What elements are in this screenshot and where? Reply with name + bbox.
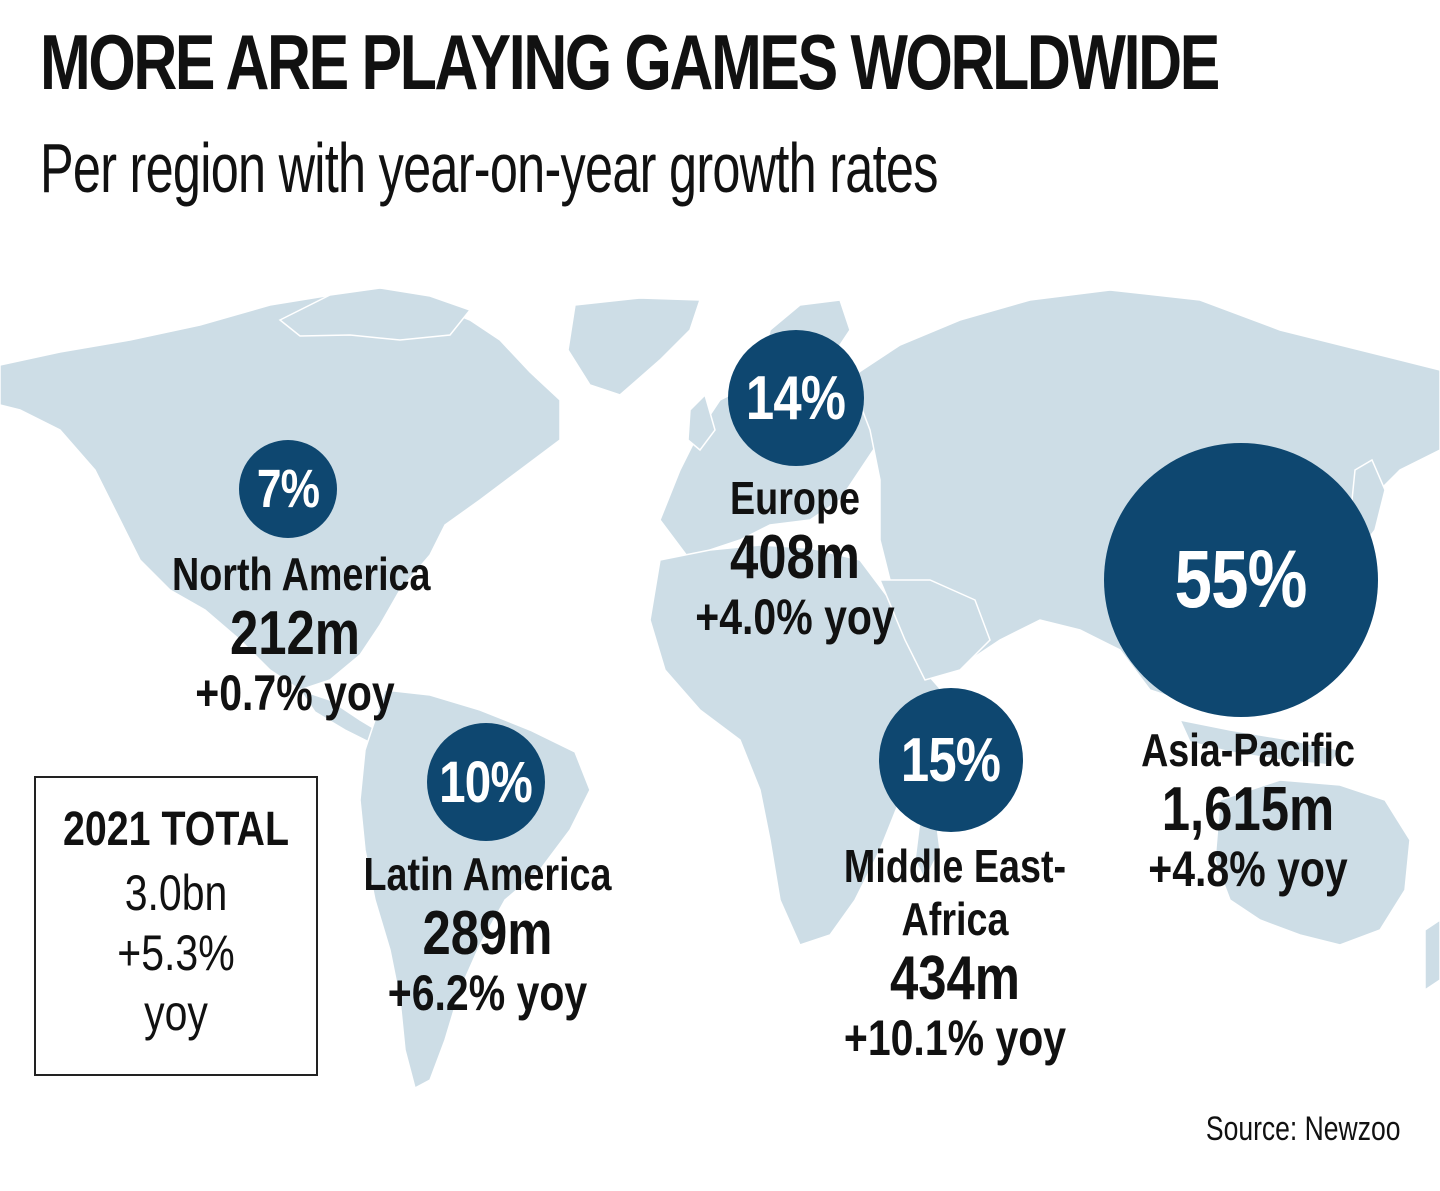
total-value: 3.0bn	[124, 865, 228, 921]
latin-america-share: 10%	[439, 749, 534, 815]
middle-east-africa-growth: +10.1% yoy	[843, 1009, 1067, 1066]
latin-america-players: 289m	[422, 898, 553, 968]
north-america-share: 7%	[256, 459, 320, 519]
uk-shape	[687, 393, 716, 452]
latin-america-name: Latin America	[363, 848, 612, 900]
total-summary-box: 2021 TOTAL 3.0bn +5.3% yoy	[34, 776, 318, 1076]
europe-share: 14%	[746, 363, 846, 433]
asia-pacific-name: Asia-Pacific	[1141, 724, 1355, 776]
total-growth-line1: +5.3%	[117, 925, 235, 981]
middle-east-africa-name-line2: Africa	[901, 892, 1009, 945]
source-credit: Source: Newzoo	[1205, 1110, 1400, 1148]
north-america-share-bubble: 7%	[239, 440, 337, 538]
middle-east-africa-name-line1: Middle East-	[843, 840, 1067, 892]
greenland-shape	[567, 297, 702, 396]
page-subtitle: Per region with year-on-year growth rate…	[40, 129, 938, 207]
north-america-growth: +0.7% yoy	[195, 664, 395, 721]
indonesia-shape	[1178, 718, 1342, 766]
australia-shape	[1214, 779, 1411, 946]
latin-america-growth: +6.2% yoy	[387, 964, 588, 1021]
europe-share-bubble: 14%	[728, 330, 864, 466]
asia-pacific-label-group: Asia-Pacific 1,615m +4.8% yoy	[1098, 724, 1398, 897]
page-title: MORE ARE PLAYING GAMES WORLDWIDE	[40, 18, 1220, 106]
middle-east-africa-share-bubble: 15%	[879, 688, 1023, 832]
asia-pacific-share-bubble: 55%	[1104, 443, 1378, 717]
europe-label-group: Europe 408m +4.0% yoy	[645, 472, 945, 645]
middle-east-africa-share: 15%	[901, 725, 1001, 795]
new-zealand-shape	[1424, 919, 1440, 992]
north-america-label-group: North America 212m +0.7% yoy	[145, 548, 445, 721]
arctic-islands-shape	[278, 287, 472, 341]
europe-players: 408m	[729, 522, 861, 592]
total-title: 2021 TOTAL	[62, 803, 290, 856]
total-growth-line2: yoy	[144, 985, 208, 1041]
europe-name: Europe	[730, 472, 860, 524]
africa-shape	[649, 544, 951, 946]
north-america-name: North America	[172, 548, 431, 600]
middle-east-africa-label-group: Middle East- Africa 434m +10.1% yoy	[800, 840, 1110, 1066]
arabia-shape	[878, 579, 991, 681]
europe-growth: +4.0% yoy	[695, 588, 895, 645]
latin-america-share-bubble: 10%	[427, 723, 545, 841]
latin-america-label-group: Latin America 289m +6.2% yoy	[325, 848, 650, 1021]
middle-east-africa-players: 434m	[889, 943, 1021, 1013]
asia-pacific-players: 1,615m	[1161, 774, 1335, 844]
asia-pacific-growth: +4.8% yoy	[1148, 840, 1348, 897]
asia-pacific-share: 55%	[1174, 534, 1308, 625]
north-america-players: 212m	[229, 598, 361, 668]
